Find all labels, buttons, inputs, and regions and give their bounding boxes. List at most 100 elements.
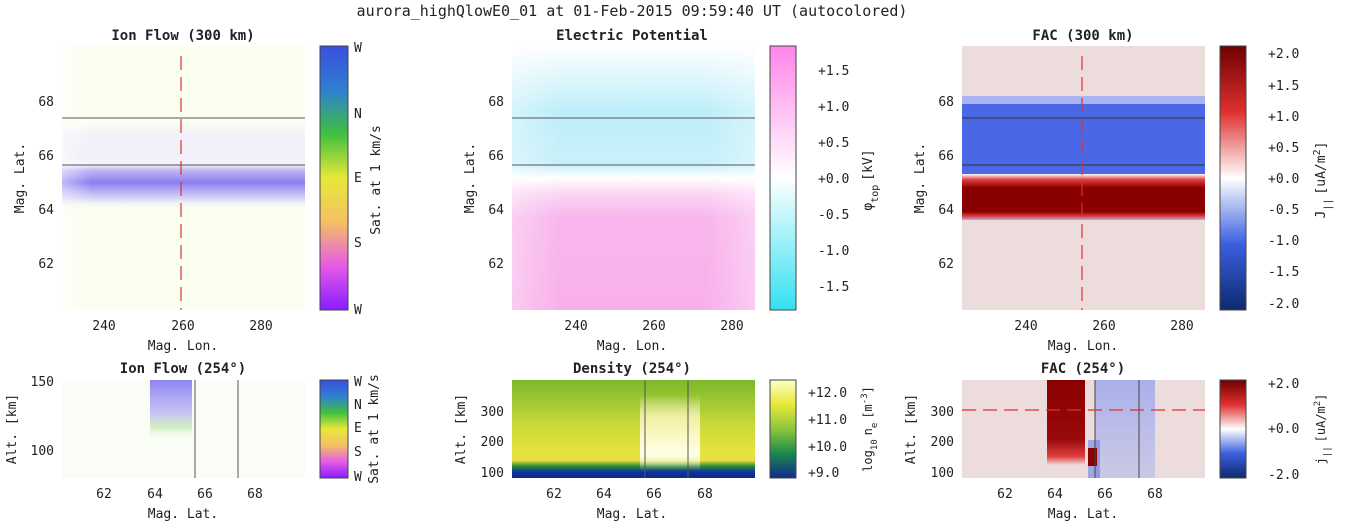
colorbar-tick-label: W <box>354 41 362 56</box>
y-tick-label: 200 <box>931 435 954 450</box>
colorbar-tick-label: W <box>354 470 362 485</box>
flow-patch <box>150 380 192 440</box>
y-tick-label: 62 <box>488 257 504 272</box>
colorbar-gradient <box>319 379 349 479</box>
panel-title: FAC (254°) <box>1041 361 1125 377</box>
colorbar-label: φtop[kV] <box>861 149 881 210</box>
colorbar-tick-label: E <box>354 171 362 186</box>
colorbar-tick-label: +2.0 <box>1268 47 1299 62</box>
colorbar-tick-label: +1.5 <box>818 64 849 79</box>
colorbar: +1.5 +1.0 +0.5 +0.0 -0.5 -1.0 -1.5 φtop[… <box>769 45 881 311</box>
x-tick-label: 240 <box>92 319 115 334</box>
x-tick-label: 68 <box>247 487 263 502</box>
x-tick-label: 240 <box>1014 319 1037 334</box>
x-tick-label: 64 <box>596 487 612 502</box>
y-axis-label: Alt. [km] <box>904 394 919 464</box>
y-tick-label: 68 <box>38 95 54 110</box>
x-tick-label: 62 <box>997 487 1013 502</box>
panel-fac-map: FAC (300 km) 68 66 64 62 240 260 280 Mag… <box>913 28 1334 354</box>
colorbar-label: Sat. at 1 km/s <box>369 125 384 235</box>
plot-area <box>512 46 755 310</box>
colorbar-label: j||[uA/m2] <box>1313 394 1333 465</box>
x-tick-label: 64 <box>147 487 163 502</box>
x-axis-ticks: 62 64 66 68 <box>546 487 713 502</box>
colorbar-tick-label: -1.0 <box>818 244 849 259</box>
fac-band-fade <box>962 96 1205 106</box>
colorbar-tick-label: -0.5 <box>1268 203 1299 218</box>
colorbar-label: log10ne[m-3] <box>860 386 880 472</box>
x-tick-label: 280 <box>249 319 272 334</box>
x-axis-ticks: 62 64 66 68 <box>96 487 263 502</box>
fac-column-upward <box>1047 380 1085 465</box>
colorbar-tick-label: +1.0 <box>1268 110 1299 125</box>
x-axis-label: Mag. Lon. <box>597 339 667 354</box>
colorbar: +2.0 +1.5 +1.0 +0.5 +0.0 -0.5 -1.0 -1.5 … <box>1219 45 1334 312</box>
y-tick-label: 64 <box>38 203 54 218</box>
x-tick-label: 68 <box>1147 487 1163 502</box>
colorbar-gradient <box>1219 45 1247 311</box>
fac-band-downward <box>962 104 1205 174</box>
plot-area <box>962 380 1205 478</box>
y-axis-label: Mag. Lat. <box>463 143 478 213</box>
panel-title: Ion Flow (254°) <box>120 361 246 377</box>
x-axis-ticks: 240 260 280 <box>1014 319 1193 334</box>
colorbar-tick-label: -1.0 <box>1268 234 1299 249</box>
y-tick-label: 62 <box>938 257 954 272</box>
density-enhancement <box>640 395 700 470</box>
panel-ion-flow-map: Ion Flow (300 km) 68 66 64 62 240 260 28… <box>13 28 384 354</box>
x-tick-label: 280 <box>1170 319 1193 334</box>
panel-density-alt: Density (254°) 300 200 100 62 64 66 68 M… <box>454 361 880 522</box>
flow-band-edge-left <box>62 46 92 310</box>
y-tick-label: 100 <box>481 466 504 481</box>
panel-fac-alt: FAC (254°) 300 200 100 62 64 66 68 Mag. … <box>904 361 1333 522</box>
x-tick-label: 260 <box>642 319 665 334</box>
colorbar: +12.0 +11.0 +10.0 +9.0 log10ne[m-3] <box>769 379 880 481</box>
panel-title: Ion Flow (300 km) <box>111 28 254 44</box>
y-axis-ticks: 68 66 64 62 <box>38 95 54 272</box>
x-tick-label: 64 <box>1047 487 1063 502</box>
panel-title: Density (254°) <box>573 361 691 377</box>
x-axis-label: Mag. Lon. <box>1048 339 1118 354</box>
x-tick-label: 66 <box>646 487 662 502</box>
colorbar-tick-label: +0.0 <box>818 172 849 187</box>
colorbar-tick-label: -1.5 <box>818 280 849 295</box>
colorbar-tick-label: +1.0 <box>818 100 849 115</box>
panel-potential-map: Electric Potential 68 66 64 62 240 260 2… <box>463 28 881 354</box>
colorbar-tick-label: +0.5 <box>818 136 849 151</box>
colorbar: W N E S W Sat. at 1 km/s <box>319 374 382 485</box>
y-tick-label: 300 <box>931 405 954 420</box>
y-tick-label: 66 <box>488 149 504 164</box>
y-tick-label: 62 <box>38 257 54 272</box>
x-axis-ticks: 240 260 280 <box>92 319 272 334</box>
x-axis-label: Mag. Lat. <box>148 507 218 522</box>
x-axis-label: Mag. Lon. <box>148 339 218 354</box>
colorbar-gradient <box>1219 379 1247 479</box>
plot-area <box>512 380 755 478</box>
fac-column-downward <box>1095 380 1155 478</box>
y-axis-ticks: 300 200 100 <box>481 405 504 481</box>
y-axis-label: Mag. Lat. <box>913 143 928 213</box>
colorbar-tick-label: +0.5 <box>1268 141 1299 156</box>
colorbar-tick-label: -2.0 <box>1268 468 1299 483</box>
colorbar-gradient <box>769 379 797 479</box>
colorbar-tick-label: +12.0 <box>808 386 847 401</box>
x-tick-label: 68 <box>697 487 713 502</box>
colorbar-tick-label: -1.5 <box>1268 265 1299 280</box>
y-axis-label: Alt. [km] <box>5 394 20 464</box>
x-tick-label: 260 <box>1092 319 1115 334</box>
y-tick-label: 100 <box>31 444 54 459</box>
y-tick-label: 100 <box>931 466 954 481</box>
plot-area <box>62 380 305 478</box>
fac-band-upward <box>962 174 1205 220</box>
colorbar-tick-label: -2.0 <box>1268 297 1299 312</box>
y-tick-label: 68 <box>488 95 504 110</box>
colorbar-tick-label: +9.0 <box>808 466 839 481</box>
panel-title: Electric Potential <box>556 28 708 44</box>
y-tick-label: 300 <box>481 405 504 420</box>
colorbar: +2.0 +0.0 -2.0 j||[uA/m2] <box>1219 377 1333 483</box>
x-tick-label: 280 <box>720 319 743 334</box>
x-tick-label: 62 <box>546 487 562 502</box>
y-tick-label: 200 <box>481 435 504 450</box>
x-axis-ticks: 240 260 280 <box>564 319 743 334</box>
colorbar-tick-label: +2.0 <box>1268 377 1299 392</box>
